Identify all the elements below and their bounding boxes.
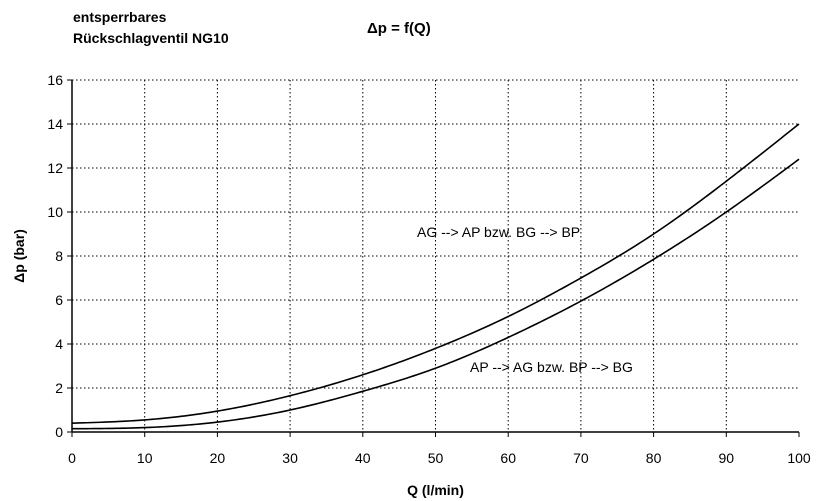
x-tick-label: 50 — [428, 450, 444, 466]
y-tick-label: 8 — [55, 248, 63, 264]
x-tick-label: 60 — [500, 450, 516, 466]
y-tick-label: 12 — [47, 160, 63, 176]
x-tick-label: 100 — [787, 450, 811, 466]
series-label-lower: AP --> AG bzw. BP --> BG — [470, 359, 633, 375]
x-tick-label: 80 — [646, 450, 662, 466]
y-tick-label: 0 — [55, 424, 63, 440]
chart-formula: Δp = f(Q) — [367, 20, 431, 37]
x-tick-label: 90 — [719, 450, 735, 466]
grid-lines — [72, 79, 799, 432]
x-tick-label: 20 — [210, 450, 226, 466]
y-tick-label: 16 — [47, 72, 63, 88]
x-tick-label: 10 — [137, 450, 153, 466]
y-tick-label: 10 — [47, 204, 63, 220]
chart-title-line1: entsperrbares — [73, 9, 167, 25]
series-lines — [71, 123, 800, 430]
y-tick-label: 6 — [55, 292, 63, 308]
x-tick-label: 30 — [282, 450, 298, 466]
y-tick-label: 4 — [55, 336, 63, 352]
tick-labels: 0 10 20 30 40 50 60 70 80 90 100 0 2 4 6 8 10 12 14 16 — [47, 72, 810, 466]
axes — [67, 79, 800, 437]
y-axis-label: Δp (bar) — [11, 229, 27, 283]
x-tick-label: 0 — [68, 450, 76, 466]
x-tick-label: 70 — [573, 450, 589, 466]
series-line-2 — [71, 158, 800, 430]
chart-title-line2: Rückschlagventil NG10 — [73, 30, 229, 46]
series-line-1 — [71, 123, 800, 424]
x-axis-label: Q (l/min) — [407, 482, 464, 498]
y-tick-label: 2 — [55, 380, 63, 396]
y-tick-label: 14 — [47, 116, 63, 132]
x-tick-label: 40 — [355, 450, 371, 466]
series-label-upper: AG --> AP bzw. BG --> BP — [417, 224, 580, 240]
